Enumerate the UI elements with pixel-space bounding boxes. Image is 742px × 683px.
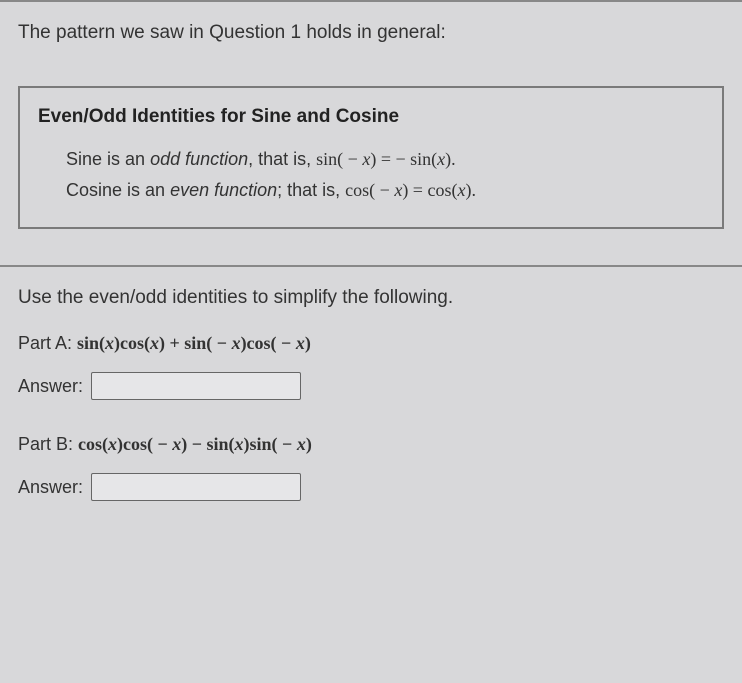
math-expression: sin(x)cos(x) + sin( − x)cos( − x) — [77, 333, 311, 353]
math-expression: sin( − x) = − sin(x). — [316, 149, 455, 169]
identity-title: Even/Odd Identities for Sine and Cosine — [38, 106, 704, 128]
part-b-answer-row: Answer: — [18, 473, 724, 501]
text: ; that is, — [277, 180, 345, 200]
intro-text: The pattern we saw in Question 1 holds i… — [18, 22, 724, 44]
identity-line-cosine: Cosine is an even function; that is, cos… — [66, 175, 704, 206]
identity-body: Sine is an odd function, that is, sin( −… — [38, 144, 704, 205]
part-prefix: Part B: — [18, 434, 78, 454]
part-a-answer-input[interactable] — [91, 372, 301, 400]
math-expression: cos(x)cos( − x) − sin(x)sin( − x) — [78, 434, 312, 454]
text: Cosine is an — [66, 180, 170, 200]
part-a-label: Part A: sin(x)cos(x) + sin( − x)cos( − x… — [18, 333, 724, 354]
text: , that is, — [248, 149, 316, 169]
part-a-answer-row: Answer: — [18, 372, 724, 400]
exercise-section: Use the even/odd identities to simplify … — [0, 265, 742, 533]
answer-label: Answer: — [18, 477, 83, 498]
emphasis: even function — [170, 180, 277, 200]
instruction-text: Use the even/odd identities to simplify … — [18, 287, 724, 309]
question-section: The pattern we saw in Question 1 holds i… — [0, 0, 742, 265]
emphasis: odd function — [150, 149, 248, 169]
math-expression: cos( − x) = cos(x). — [345, 180, 476, 200]
part-b-answer-input[interactable] — [91, 473, 301, 501]
text: Sine is an — [66, 149, 150, 169]
identity-box: Even/Odd Identities for Sine and Cosine … — [18, 86, 724, 229]
part-b-label: Part B: cos(x)cos( − x) − sin(x)sin( − x… — [18, 434, 724, 455]
part-prefix: Part A: — [18, 333, 77, 353]
identity-line-sine: Sine is an odd function, that is, sin( −… — [66, 144, 704, 175]
answer-label: Answer: — [18, 376, 83, 397]
